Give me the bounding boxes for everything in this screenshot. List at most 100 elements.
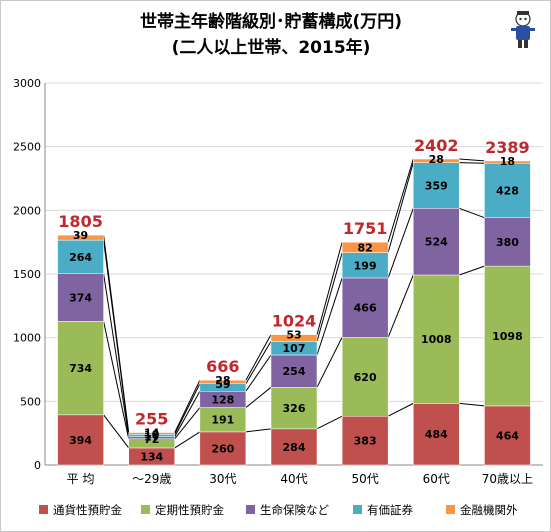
- segment-value-label: 394: [69, 434, 92, 447]
- connector-line: [174, 431, 201, 449]
- chart-subtitle: (二人以上世帯、2015年): [172, 37, 371, 58]
- bar-segment: [413, 403, 460, 466]
- total-value-label: 2402: [414, 136, 459, 155]
- bar-segment: [199, 431, 247, 466]
- segment-value-label: 1008: [421, 333, 452, 346]
- x-axis: 平 均 ～29歳 30代 40代 50代 60代 70歳以上: [67, 472, 533, 486]
- segment-value-label: 18: [500, 155, 515, 168]
- segment-value-label: 134: [140, 450, 163, 463]
- x-category-label: 30代: [209, 472, 236, 486]
- segment-value-label: 28: [429, 153, 444, 166]
- connector-line: [174, 407, 201, 440]
- segment-value-label: 128: [211, 393, 234, 406]
- x-category-label: 70歳以上: [482, 472, 533, 486]
- connector-line: [316, 242, 343, 335]
- bar-segment: [270, 354, 318, 388]
- total-value-label: 2389: [485, 138, 530, 157]
- total-value-label: 666: [206, 357, 239, 376]
- connector-line: [103, 273, 130, 437]
- segment-value-label: 264: [69, 251, 92, 264]
- x-category-label: 平 均: [67, 472, 95, 486]
- connector-line: [459, 158, 485, 162]
- segment-value-label: 199: [354, 259, 377, 272]
- bars: [57, 158, 531, 466]
- y-tick-label: 2500: [13, 141, 41, 154]
- segment-value-label: 72: [144, 433, 159, 446]
- bar-segment: [199, 379, 247, 385]
- segment-value-label: 524: [425, 236, 448, 249]
- bar-segment: [341, 415, 389, 466]
- legend: 通貨性預貯金 定期性預貯金 生命保険など 有価証券 金融機関外: [39, 503, 518, 517]
- legend-swatch: [353, 505, 362, 514]
- legend-label: 金融機関外: [460, 503, 518, 517]
- y-tick-label: 2000: [13, 204, 41, 217]
- bar-segment: [484, 217, 531, 267]
- segment-value-label: 326: [283, 402, 306, 415]
- x-category-label: 50代: [352, 472, 379, 486]
- connector-line: [459, 207, 485, 219]
- bar-segment: [341, 277, 389, 338]
- legend-label: 生命保険など: [260, 503, 329, 517]
- connector-line: [316, 337, 343, 388]
- data-labels: 3947343742643918051347217181425526019112…: [58, 136, 529, 463]
- segment-value-label: 1098: [492, 330, 523, 343]
- bar-segment: [270, 387, 318, 430]
- bar-segment: [341, 241, 389, 253]
- mascot-logo: [511, 11, 535, 48]
- x-category-label: ～29歳: [132, 472, 171, 486]
- bar-segment: [270, 428, 318, 466]
- bar-segment: [341, 252, 389, 279]
- bar-segment: [484, 160, 531, 164]
- bar-segment: [413, 208, 460, 276]
- connector-line: [387, 274, 414, 338]
- connector-line: [245, 341, 272, 385]
- segment-value-label: 380: [496, 236, 519, 249]
- segment-value-label: 620: [354, 371, 377, 384]
- segment-value-label: 17: [144, 431, 159, 444]
- segment-value-label: 383: [354, 435, 377, 448]
- y-tick-label: 0: [34, 459, 41, 472]
- connector-line: [316, 252, 343, 342]
- connector-line: [387, 162, 414, 253]
- connector-line: [387, 402, 414, 417]
- segment-value-label: 484: [425, 428, 448, 441]
- connector-line: [459, 402, 485, 407]
- connector-line: [245, 354, 272, 392]
- bar-segment: [57, 273, 104, 322]
- y-tick-label: 1000: [13, 332, 41, 345]
- bar-segment: [413, 162, 460, 209]
- bar-segment: [199, 407, 247, 433]
- bar-segment: [484, 265, 531, 407]
- connector-line: [174, 379, 201, 433]
- connector-line: [387, 208, 414, 279]
- segment-value-label: 191: [211, 414, 234, 427]
- segment-value-label: 39: [73, 229, 88, 242]
- legend-label: 定期性預貯金: [155, 503, 224, 517]
- connector-line: [174, 383, 201, 435]
- chart-title: 世帯主年齢階級別･貯蓄構成(万円): [140, 11, 402, 32]
- legend-swatch: [141, 505, 150, 514]
- segment-value-label: 359: [425, 179, 448, 192]
- x-category-label: 60代: [423, 472, 450, 486]
- bar-segment: [413, 158, 460, 163]
- connector-line: [245, 386, 272, 408]
- connector-line: [174, 391, 201, 437]
- x-category-label: 40代: [280, 472, 307, 486]
- bar-segment: [57, 321, 104, 416]
- segment-value-label: 464: [496, 429, 519, 442]
- total-value-label: 1805: [58, 212, 103, 231]
- connector-line: [245, 428, 272, 433]
- segment-value-label: 254: [283, 365, 306, 378]
- segment-value-label: 284: [283, 441, 306, 454]
- segment-value-label: 18: [144, 428, 159, 441]
- segment-value-label: 428: [496, 184, 519, 197]
- segment-value-label: 734: [69, 362, 92, 375]
- connector-line: [103, 414, 130, 449]
- bar-segment: [57, 239, 104, 274]
- total-value-label: 1024: [272, 312, 317, 331]
- bar-segment: [341, 337, 389, 417]
- legend-label: 有価証券: [367, 503, 413, 517]
- connector-line: [316, 277, 343, 356]
